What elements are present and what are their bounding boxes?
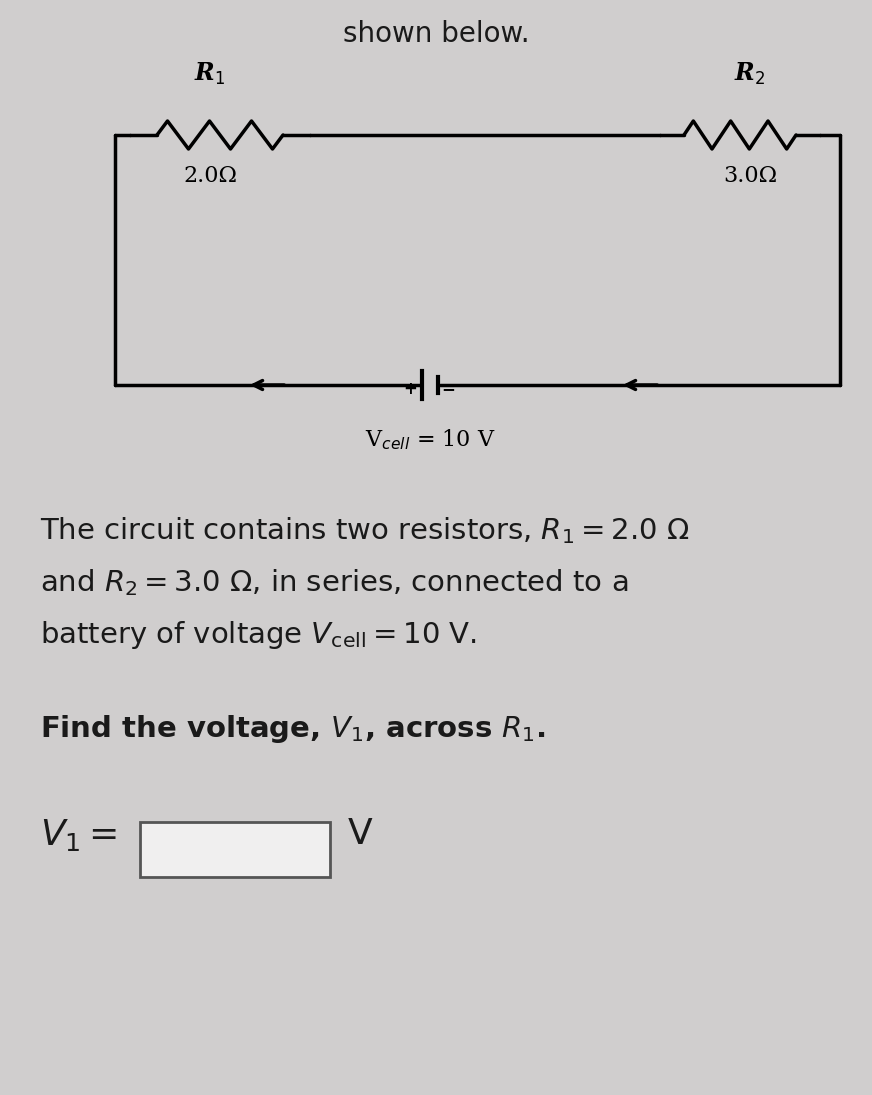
Text: Find the voltage, $V_1$, across $R_1$.: Find the voltage, $V_1$, across $R_1$. (40, 713, 546, 745)
Text: V$_{cell}$ = 10 V: V$_{cell}$ = 10 V (364, 427, 495, 451)
Text: V: V (348, 817, 372, 851)
Text: 2.0Ω: 2.0Ω (183, 165, 237, 187)
Text: and $R_2 = 3.0$ Ω, in series, connected to a: and $R_2 = 3.0$ Ω, in series, connected … (40, 567, 628, 598)
FancyBboxPatch shape (140, 821, 330, 877)
Text: shown below.: shown below. (343, 20, 529, 48)
Text: battery of voltage $V_{\mathrm{cell}} = 10$ V.: battery of voltage $V_{\mathrm{cell}} = … (40, 619, 477, 652)
Text: R$_1$: R$_1$ (194, 61, 226, 87)
Text: $V_1 =$: $V_1 =$ (40, 817, 118, 853)
Text: The circuit contains two resistors, $R_1 = 2.0$ Ω: The circuit contains two resistors, $R_1… (40, 515, 690, 545)
Text: +: + (403, 380, 417, 397)
Text: −: − (441, 380, 455, 397)
Text: 3.0Ω: 3.0Ω (723, 165, 777, 187)
Text: R$_2$: R$_2$ (734, 61, 766, 87)
